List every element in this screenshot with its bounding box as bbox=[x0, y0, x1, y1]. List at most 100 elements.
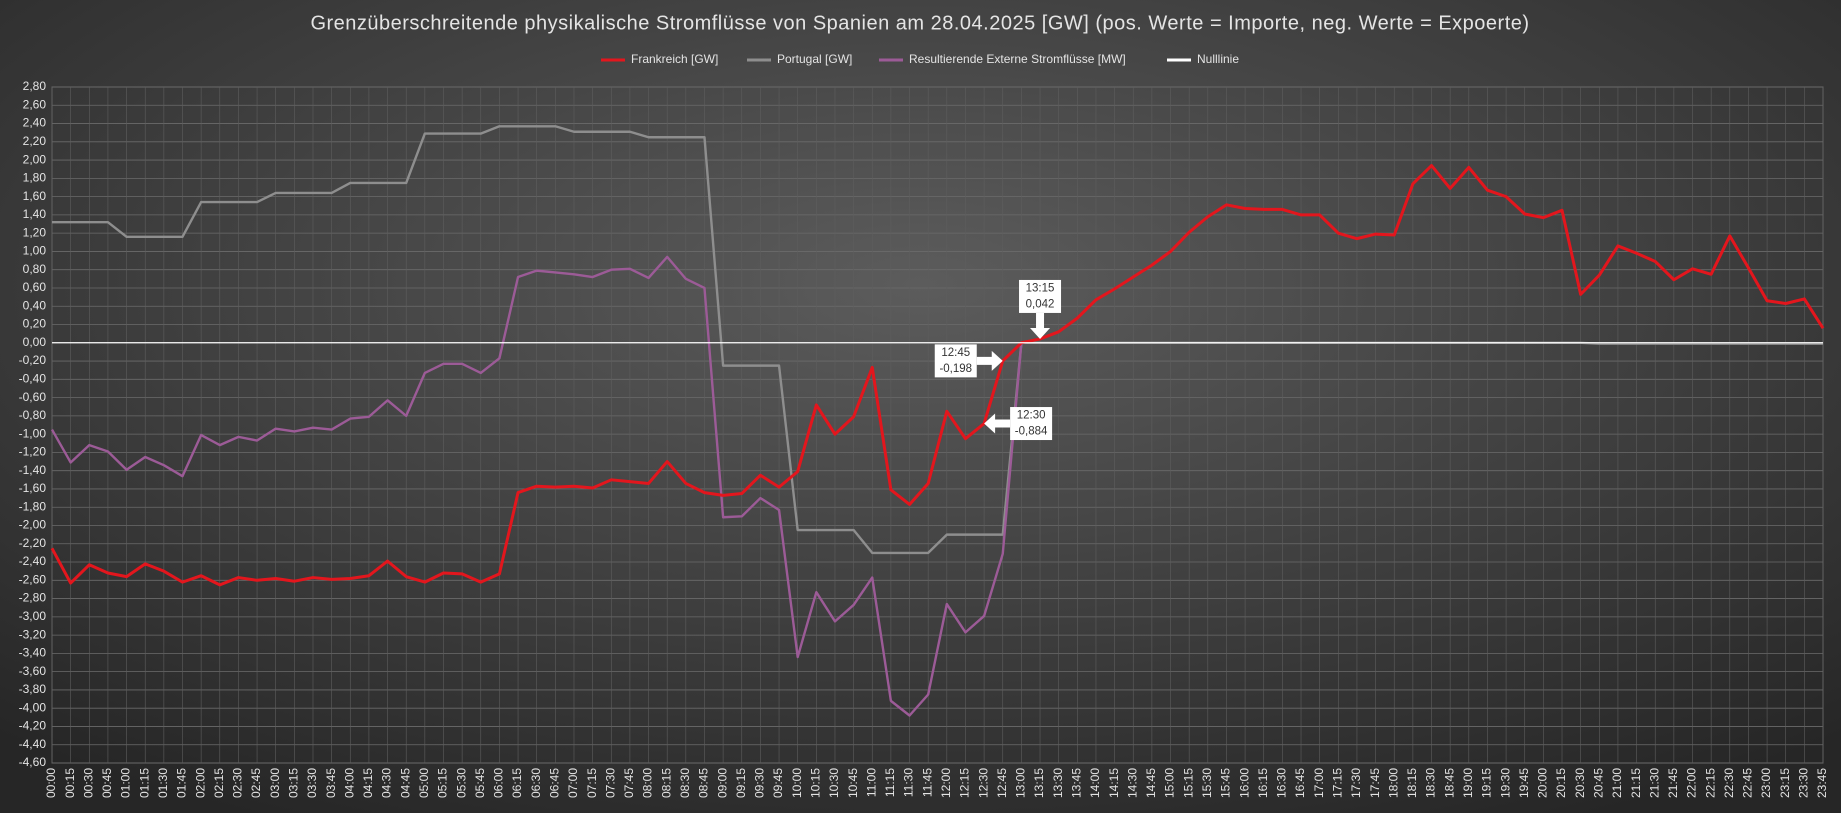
x-tick-label: 08:45 bbox=[697, 768, 711, 798]
x-tick-label: 15:00 bbox=[1163, 768, 1177, 798]
y-tick-label: 2,80 bbox=[23, 79, 47, 93]
x-tick-label: 17:15 bbox=[1330, 768, 1344, 798]
x-tick-label: 16:45 bbox=[1293, 768, 1307, 798]
y-tick-label: 0,20 bbox=[23, 317, 47, 331]
callout-time: 12:30 bbox=[1017, 410, 1046, 422]
legend-label: Frankreich [GW] bbox=[631, 52, 718, 66]
x-tick-label: 06:45 bbox=[548, 768, 562, 798]
x-tick-label: 15:30 bbox=[1200, 768, 1214, 798]
x-tick-label: 04:00 bbox=[342, 768, 356, 798]
x-tick-label: 06:00 bbox=[492, 768, 506, 798]
x-tick-label: 19:30 bbox=[1498, 768, 1512, 798]
y-tick-label: 0,00 bbox=[23, 335, 47, 349]
x-tick-label: 03:45 bbox=[324, 768, 338, 798]
y-tick-label: -3,20 bbox=[19, 627, 47, 641]
x-tick-label: 14:45 bbox=[1144, 768, 1158, 798]
y-tick-label: -0,20 bbox=[19, 353, 47, 367]
x-tick-label: 12:30 bbox=[976, 768, 990, 798]
x-tick-label: 20:00 bbox=[1536, 768, 1550, 798]
x-tick-label: 21:15 bbox=[1629, 768, 1643, 798]
x-tick-label: 12:00 bbox=[939, 768, 953, 798]
x-tick-label: 11:15 bbox=[883, 768, 897, 797]
x-tick-label: 00:45 bbox=[100, 768, 114, 798]
x-tick-label: 22:00 bbox=[1685, 768, 1699, 798]
y-tick-label: 0,60 bbox=[23, 280, 47, 294]
callout-time: 12:45 bbox=[941, 347, 970, 359]
x-tick-label: 19:00 bbox=[1461, 768, 1475, 798]
y-tick-label: -4,20 bbox=[19, 719, 47, 733]
y-tick-label: -3,80 bbox=[19, 682, 47, 696]
y-tick-label: -2,80 bbox=[19, 591, 47, 605]
x-tick-label: 19:45 bbox=[1517, 768, 1531, 798]
y-tick-label: -1,80 bbox=[19, 499, 47, 513]
x-tick-label: 05:00 bbox=[417, 768, 431, 798]
x-tick-label: 07:45 bbox=[622, 768, 636, 798]
y-tick-label: 1,20 bbox=[23, 225, 47, 239]
x-tick-label: 11:30 bbox=[902, 768, 916, 797]
y-tick-label: 1,80 bbox=[23, 171, 47, 185]
x-tick-label: 19:15 bbox=[1480, 768, 1494, 798]
x-tick-label: 21:30 bbox=[1647, 768, 1661, 798]
x-tick-label: 17:00 bbox=[1312, 768, 1326, 798]
y-tick-label: -2,60 bbox=[19, 572, 47, 586]
x-tick-label: 13:15 bbox=[1032, 768, 1046, 798]
y-tick-label: -2,20 bbox=[19, 536, 47, 550]
y-tick-label: 1,40 bbox=[23, 207, 47, 221]
callout-time: 13:15 bbox=[1026, 282, 1055, 294]
x-tick-label: 14:30 bbox=[1125, 768, 1139, 798]
legend-label: Resultierende Externe Stromflüsse [MW] bbox=[909, 52, 1126, 66]
x-tick-label: 09:45 bbox=[771, 768, 785, 798]
x-tick-label: 15:15 bbox=[1181, 768, 1195, 798]
x-tick-label: 20:30 bbox=[1573, 768, 1587, 798]
x-tick-label: 00:00 bbox=[44, 768, 58, 798]
x-tick-label: 04:15 bbox=[361, 768, 375, 798]
x-tick-label: 14:00 bbox=[1088, 768, 1102, 798]
x-tick-label: 08:00 bbox=[641, 768, 655, 798]
x-tick-label: 18:30 bbox=[1424, 768, 1438, 798]
y-tick-label: -3,60 bbox=[19, 664, 47, 678]
x-tick-label: 23:15 bbox=[1778, 768, 1792, 798]
x-tick-label: 02:00 bbox=[193, 768, 207, 798]
x-tick-label: 05:15 bbox=[436, 768, 450, 798]
x-tick-label: 22:15 bbox=[1703, 768, 1717, 798]
x-tick-label: 00:30 bbox=[81, 768, 95, 798]
y-tick-label: -0,80 bbox=[19, 408, 47, 422]
x-tick-label: 16:15 bbox=[1256, 768, 1270, 798]
x-tick-label: 05:45 bbox=[473, 768, 487, 798]
x-tick-label: 12:45 bbox=[995, 768, 1009, 798]
callout-value: -0,198 bbox=[939, 363, 972, 375]
x-tick-label: 01:15 bbox=[137, 768, 151, 798]
x-tick-label: 18:00 bbox=[1386, 768, 1400, 798]
y-tick-label: -1,00 bbox=[19, 426, 47, 440]
x-tick-label: 21:45 bbox=[1666, 768, 1680, 798]
x-tick-label: 02:30 bbox=[231, 768, 245, 798]
x-tick-label: 10:15 bbox=[808, 768, 822, 798]
x-tick-label: 09:15 bbox=[734, 768, 748, 798]
x-tick-label: 04:45 bbox=[398, 768, 412, 798]
callout: 13:15 0,042 bbox=[1019, 279, 1062, 339]
x-tick-label: 11:00 bbox=[864, 768, 878, 797]
x-tick-label: 03:30 bbox=[305, 768, 319, 798]
callout-value: 0,042 bbox=[1026, 298, 1055, 310]
x-tick-label: 05:30 bbox=[454, 768, 468, 798]
x-tick-label: 09:00 bbox=[715, 768, 729, 798]
x-tick-label: 00:15 bbox=[63, 768, 77, 798]
x-tick-label: 07:30 bbox=[603, 768, 617, 798]
y-tick-label: 2,40 bbox=[23, 116, 47, 130]
x-tick-label: 02:45 bbox=[249, 768, 263, 798]
x-tick-label: 07:00 bbox=[566, 768, 580, 798]
x-tick-label: 08:15 bbox=[659, 768, 673, 798]
x-tick-label: 22:45 bbox=[1741, 768, 1755, 798]
x-tick-label: 23:00 bbox=[1759, 768, 1773, 798]
x-tick-label: 01:30 bbox=[156, 768, 170, 798]
series-line bbox=[50, 164, 1825, 587]
y-tick-label: -4,40 bbox=[19, 737, 47, 751]
x-tick-label: 13:45 bbox=[1069, 768, 1083, 798]
legend-label: Nulllinie bbox=[1197, 52, 1239, 66]
series-line bbox=[50, 255, 1023, 717]
x-tick-label: 20:15 bbox=[1554, 768, 1568, 798]
y-tick-label: 1,60 bbox=[23, 189, 47, 203]
